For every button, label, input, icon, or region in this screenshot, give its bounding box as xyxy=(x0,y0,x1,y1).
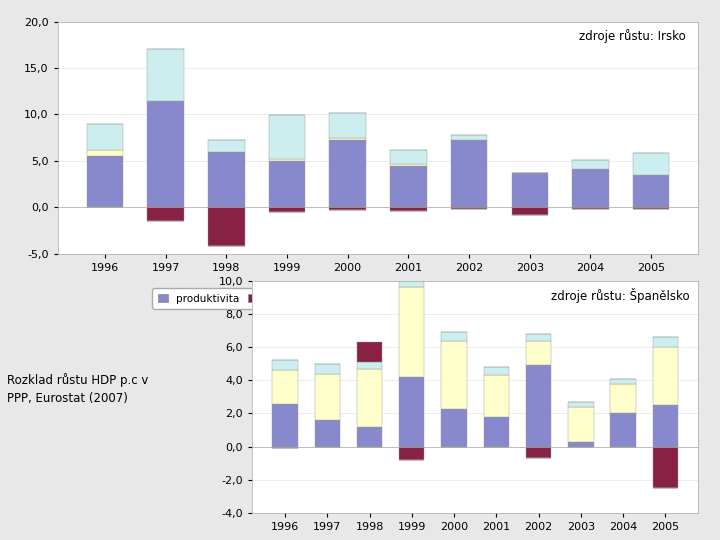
Bar xyxy=(330,140,366,207)
Bar xyxy=(272,403,297,447)
Bar xyxy=(611,414,636,447)
Bar xyxy=(572,160,608,169)
Bar xyxy=(441,408,467,447)
Bar xyxy=(357,369,382,427)
Bar xyxy=(390,207,426,211)
Bar xyxy=(633,207,670,209)
Bar xyxy=(511,173,548,207)
Bar xyxy=(269,207,305,212)
Bar xyxy=(86,156,123,207)
Bar xyxy=(568,402,593,407)
Bar xyxy=(330,138,366,140)
Bar xyxy=(611,383,636,414)
Bar xyxy=(633,175,670,207)
Bar xyxy=(568,442,593,447)
Bar xyxy=(451,207,487,209)
Bar xyxy=(653,337,678,347)
Bar xyxy=(272,447,297,448)
Bar xyxy=(484,417,509,447)
Bar xyxy=(484,367,509,375)
Bar xyxy=(148,100,184,207)
Bar xyxy=(269,159,305,161)
Bar xyxy=(653,347,678,405)
Bar xyxy=(86,124,123,150)
Bar xyxy=(86,150,123,156)
Bar xyxy=(357,342,382,362)
Legend: produktivita, odprac.hodiny na zaměstn., míra zaměstn., demografie: produktivita, odprac.hodiny na zaměstn.,… xyxy=(153,288,603,309)
Bar xyxy=(357,362,382,369)
Bar xyxy=(208,140,245,152)
Bar xyxy=(272,360,297,370)
Bar xyxy=(390,150,426,164)
Bar xyxy=(526,366,552,447)
Bar xyxy=(148,50,184,100)
Bar xyxy=(526,334,552,341)
Bar xyxy=(315,447,340,448)
Bar xyxy=(390,164,426,166)
Bar xyxy=(272,370,297,403)
Bar xyxy=(357,427,382,447)
Text: Rozklad růstu HDP p.c v
PPP, Eurostat (2007): Rozklad růstu HDP p.c v PPP, Eurostat (2… xyxy=(7,373,148,405)
Bar xyxy=(572,169,608,207)
Bar xyxy=(269,161,305,207)
Bar xyxy=(611,379,636,383)
Bar xyxy=(399,447,425,460)
Bar xyxy=(441,341,467,408)
Bar xyxy=(315,374,340,420)
Text: zdroje růstu: Irsko: zdroje růstu: Irsko xyxy=(579,29,685,43)
Bar xyxy=(441,332,467,341)
Bar xyxy=(526,447,552,458)
Bar xyxy=(330,113,366,138)
Bar xyxy=(315,420,340,447)
Bar xyxy=(568,407,593,442)
Bar xyxy=(269,116,305,159)
Bar xyxy=(208,207,245,246)
Bar xyxy=(511,207,548,215)
Bar xyxy=(572,207,608,209)
Bar xyxy=(451,135,487,140)
Bar xyxy=(633,153,670,175)
Text: zdroje růstu: Španělsko: zdroje růstu: Španělsko xyxy=(551,288,690,303)
Bar xyxy=(451,140,487,207)
Bar xyxy=(330,207,366,210)
Bar xyxy=(653,405,678,447)
Bar xyxy=(399,377,425,447)
Bar xyxy=(653,447,678,488)
Bar xyxy=(399,276,425,287)
Bar xyxy=(315,364,340,374)
Bar xyxy=(526,341,552,366)
Bar xyxy=(399,287,425,377)
Bar xyxy=(484,375,509,417)
Bar xyxy=(390,166,426,207)
Bar xyxy=(208,152,245,207)
Bar xyxy=(148,207,184,221)
